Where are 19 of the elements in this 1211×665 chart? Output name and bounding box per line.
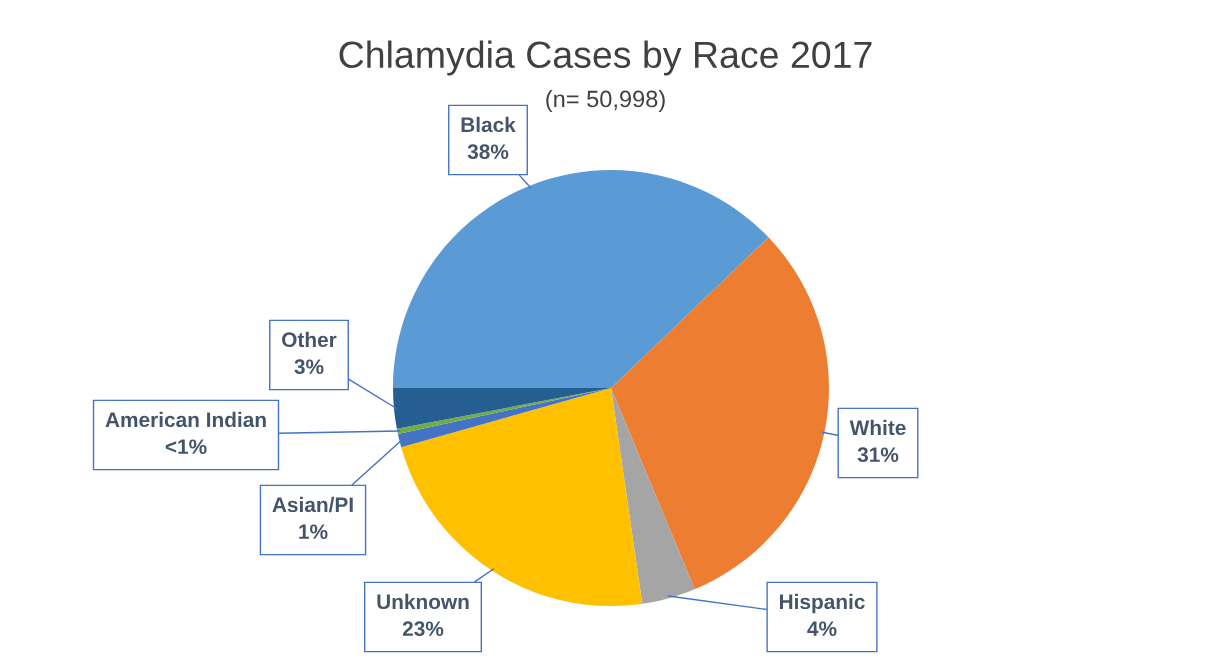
slice-label: Unknown <box>377 593 469 610</box>
slice-label: Other <box>282 331 337 348</box>
pie-slice <box>611 388 695 604</box>
slice-label: American Indian <box>105 411 266 428</box>
data-label: 31% <box>857 447 899 463</box>
pie-slice <box>393 170 769 388</box>
chart-subtitle: (n= 50,998) <box>546 90 665 112</box>
data-label: 4% <box>807 621 837 637</box>
slice-label: Hispanic <box>779 593 865 614</box>
data-label: 3% <box>294 359 324 375</box>
chart-title: Chlamydia Cases by Race 2017 <box>339 40 872 76</box>
data-label: <1% <box>165 439 207 455</box>
slice-label: White <box>849 419 906 436</box>
data-label: 1% <box>299 524 328 540</box>
slice-label: Asian/PI <box>272 496 353 513</box>
data-label: 23% <box>402 621 444 637</box>
slice-label: Black <box>461 116 516 133</box>
data-label: 38% <box>467 144 509 160</box>
pie-slice <box>611 237 829 590</box>
